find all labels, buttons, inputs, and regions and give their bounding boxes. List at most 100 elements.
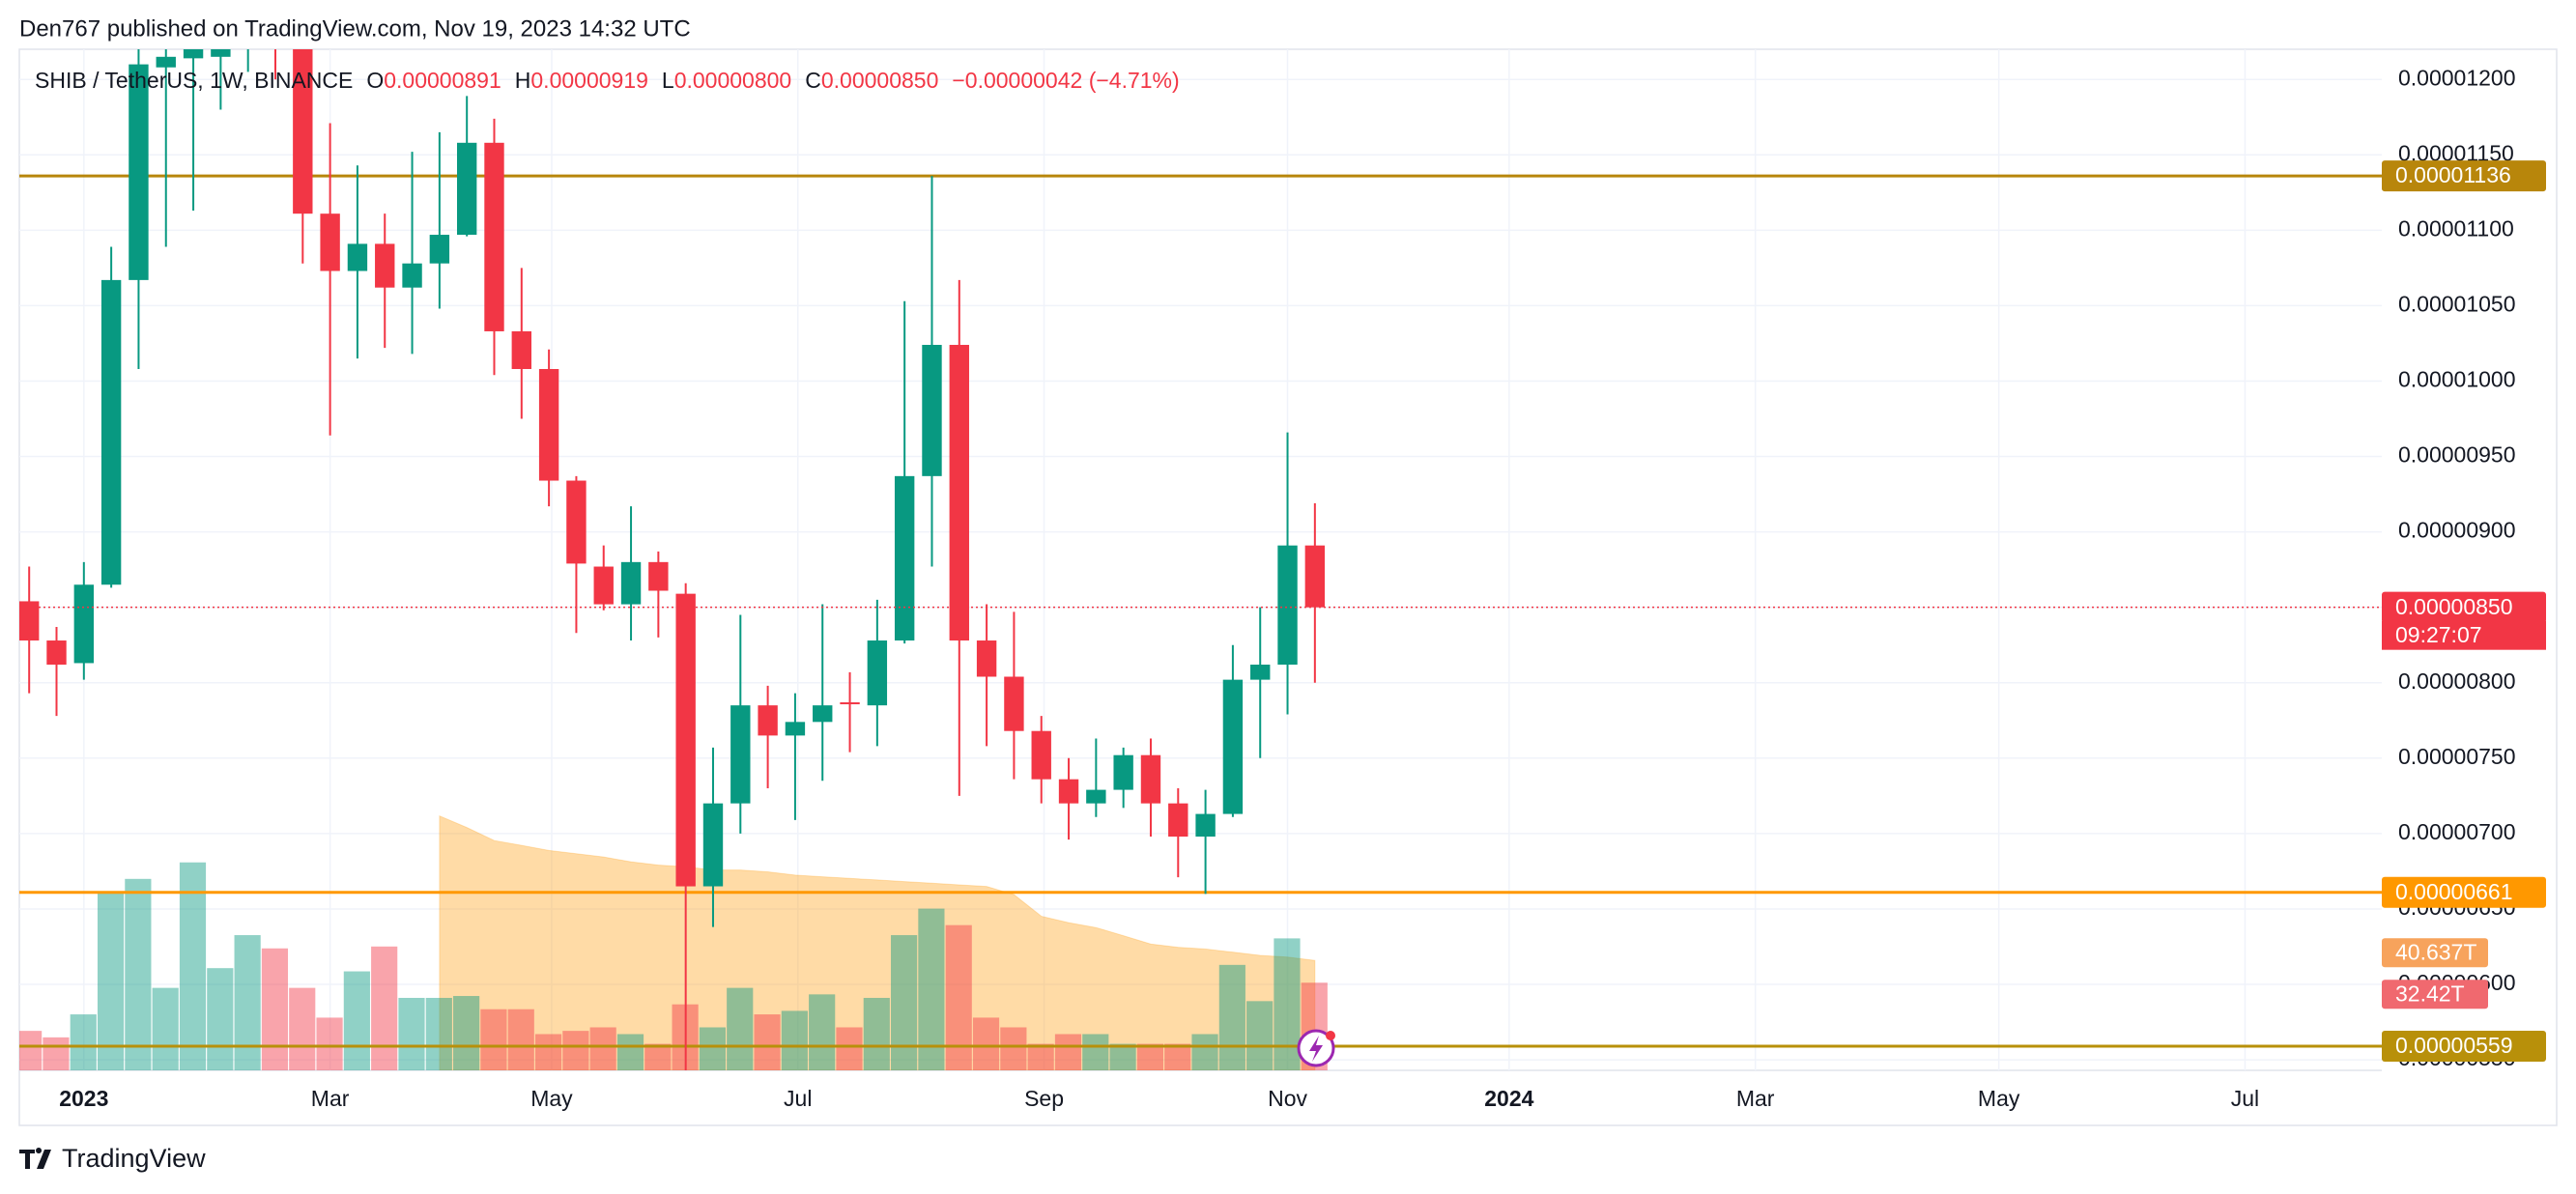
x-tick-label: Mar — [311, 1086, 350, 1111]
volume-bar — [918, 908, 945, 1070]
volume-bar — [1246, 1001, 1274, 1070]
footer-logo: TradingView — [19, 1144, 206, 1173]
candle-body — [484, 142, 504, 331]
volume-bar — [453, 996, 480, 1070]
y-tick-label: 0.00000750 — [2398, 744, 2516, 769]
y-tick-label: 0.00000700 — [2398, 819, 2516, 844]
level-label: 0.00000559 — [2395, 1033, 2513, 1058]
candle-body — [702, 803, 724, 887]
footer-text: TradingView — [62, 1144, 206, 1173]
legend-symbol: SHIB / TetherUS, 1W, BINANCE — [35, 68, 353, 93]
last-price-box — [2382, 591, 2546, 623]
candle-body — [1277, 545, 1298, 666]
legend-ohlc-key: H — [515, 68, 531, 93]
volume-bar — [1191, 1034, 1218, 1070]
candle-body — [211, 49, 231, 57]
volume-bar — [1054, 1034, 1082, 1070]
volume-value-box — [2382, 980, 2488, 1009]
volume-bar — [754, 1014, 781, 1070]
volume-bar — [727, 987, 754, 1070]
volume-bar — [945, 924, 972, 1070]
x-tick-label: Mar — [1736, 1086, 1775, 1111]
volume-bar — [343, 971, 370, 1070]
x-tick-label: 2023 — [59, 1086, 108, 1111]
volume-bar — [97, 892, 125, 1070]
level-box — [2382, 1031, 2546, 1063]
header: Den767 published on TradingView.com, Nov… — [19, 15, 691, 42]
candle-body — [402, 263, 422, 288]
volume-bar — [534, 1034, 562, 1070]
candle-body — [46, 640, 67, 666]
volume-bar — [972, 1017, 1000, 1070]
volume-bar — [316, 1017, 343, 1070]
candle-body — [566, 480, 587, 564]
volume-bar — [1109, 1043, 1136, 1070]
candle-body — [320, 213, 340, 271]
volume-value-label: 32.42T — [2395, 981, 2465, 1006]
volume-bar — [809, 994, 836, 1070]
volume-bar — [480, 1009, 507, 1070]
last-price-label: 0.00000850 — [2395, 594, 2513, 619]
candle-body — [375, 243, 395, 288]
x-tick-label: Jul — [784, 1086, 812, 1111]
candle-body — [922, 345, 942, 476]
candle-body — [1168, 803, 1188, 837]
y-tick-label: 0.00001200 — [2398, 65, 2516, 90]
legend: SHIB / TetherUS, 1W, BINANCE O0.00000891 H… — [35, 68, 1180, 93]
candle-body — [1195, 813, 1216, 837]
alert-bolt — [1309, 1036, 1323, 1062]
candle-body — [675, 593, 696, 887]
candle-body — [456, 142, 477, 236]
y-tick-label: 0.00001100 — [2398, 215, 2514, 241]
y-tick-label: 0.00001050 — [2398, 291, 2516, 316]
volume-bar — [863, 997, 890, 1070]
legend-change: −0.00000042 (−4.71%) — [952, 68, 1179, 93]
candle-body — [593, 566, 614, 605]
candle-body — [100, 279, 122, 585]
legend-text: SHIB / TetherUS, 1W, BINANCE O0.00000891 H… — [35, 68, 1180, 93]
level-box — [2382, 160, 2546, 192]
y-tick-label: 0.00001000 — [2398, 367, 2516, 392]
volume-bar — [261, 948, 289, 1070]
volume-bar — [1027, 1043, 1054, 1070]
volume-bar — [425, 997, 452, 1070]
legend-ohlc-key: O — [366, 68, 384, 93]
volume-bar — [179, 862, 207, 1070]
candle-body — [1058, 779, 1079, 804]
candle-body — [785, 722, 806, 736]
candle-body — [949, 345, 969, 641]
candle-body — [293, 49, 313, 214]
candle-body — [183, 49, 204, 59]
volume-ma-value-label: 40.637T — [2395, 939, 2476, 964]
y-tick-label: 0.00000950 — [2398, 442, 2516, 468]
y-tick-label: 0.00000900 — [2398, 518, 2516, 543]
candle-body — [1113, 754, 1133, 790]
level-box — [2382, 876, 2546, 908]
alert-icon — [1297, 1029, 1335, 1067]
candle-body — [648, 561, 669, 591]
candle-body — [129, 64, 149, 280]
volume-bar — [70, 1014, 97, 1070]
volume-ma-value-box — [2382, 938, 2488, 968]
volume-bar — [207, 968, 234, 1070]
candle-body — [1031, 730, 1051, 780]
volume-bar — [289, 987, 316, 1070]
volume-bar — [1164, 1043, 1191, 1070]
candle-body — [620, 561, 642, 605]
candle-body — [976, 640, 997, 677]
volume-bar — [234, 935, 261, 1070]
candle-body — [156, 56, 176, 68]
candle-body — [1250, 665, 1271, 680]
candle-body — [1222, 679, 1244, 814]
candle-body — [347, 243, 368, 271]
candle-body — [429, 235, 450, 264]
candle-body — [73, 584, 95, 664]
candle-body — [538, 368, 559, 481]
level-label: 0.00001136 — [2395, 162, 2511, 187]
volume-bar — [125, 878, 152, 1070]
volume-bar — [836, 1027, 863, 1070]
legend-ohlc-key: C — [805, 68, 821, 93]
x-tick-label: May — [530, 1086, 573, 1111]
